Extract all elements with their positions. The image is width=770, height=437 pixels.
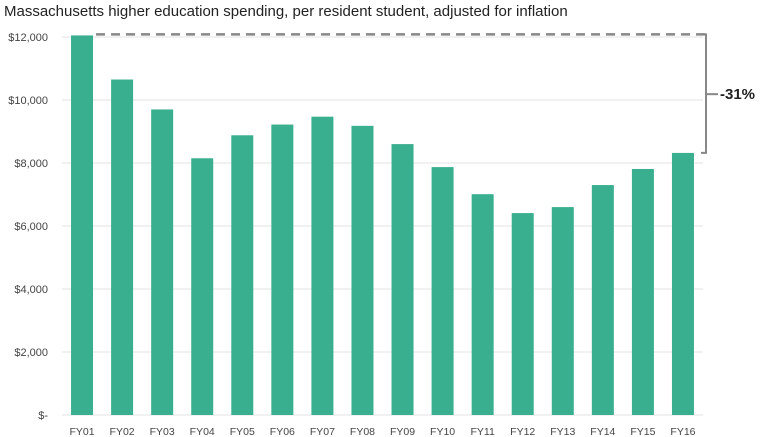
bar [511,213,534,415]
x-tick-label: FY08 [350,426,375,437]
x-tick-label: FY06 [270,426,295,437]
x-tick-label: FY07 [310,426,335,437]
y-tick-label: $2,000 [14,347,48,359]
bar [471,194,494,415]
bars [71,35,694,416]
bar [111,79,134,416]
y-tick-label: $- [38,410,48,422]
x-tick-label: FY09 [390,426,415,437]
x-tick-label: FY16 [670,426,695,437]
x-tick-label: FY05 [230,426,255,437]
bar [351,125,374,415]
x-tick-label: FY04 [190,426,215,437]
bar [311,116,334,415]
bar [231,135,254,415]
x-axis-ticks: FY01 FY02 FY03 FY04 FY05 FY06 FY07 FY08 FY09 FY10… [69,426,695,437]
y-tick-label: $12,000 [8,32,48,44]
bar [431,167,454,415]
x-tick-label: FY14 [590,426,615,437]
bar [391,144,414,415]
x-tick-label: FY03 [150,426,175,437]
bar [591,185,614,415]
x-tick-label: FY13 [550,426,575,437]
annotation-bracket [701,33,707,154]
bar [151,109,174,415]
annotation-label: -31% [720,86,755,103]
bar [631,168,654,415]
bar [551,207,574,415]
y-tick-label: $8,000 [14,158,48,170]
x-tick-label: FY15 [630,426,655,437]
y-axis-ticks: $- $2,000 $4,000 $6,000 $8,000 $10,000 $12,000 [8,32,48,422]
y-tick-label: $4,000 [14,284,48,296]
bar [271,124,294,415]
x-tick-label: FY11 [470,426,494,437]
x-tick-label: FY12 [510,426,535,437]
x-tick-label: FY10 [430,426,455,437]
bar [671,152,694,416]
chart-title: Massachusetts higher education spending,… [4,3,568,20]
x-tick-label: FY01 [69,426,94,437]
y-tick-label: $6,000 [14,221,48,233]
bar [71,35,94,416]
y-tick-label: $10,000 [8,95,48,107]
change-annotation: -31% [96,33,755,154]
bar [191,158,214,415]
x-tick-label: FY02 [110,426,135,437]
